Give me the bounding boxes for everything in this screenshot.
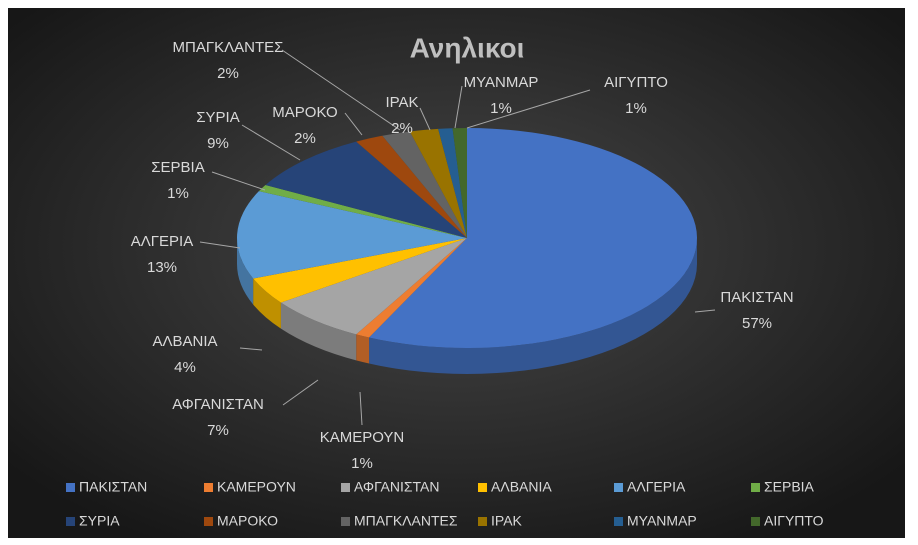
legend-swatch bbox=[478, 517, 487, 526]
slice bbox=[382, 131, 467, 238]
legend-swatch bbox=[751, 517, 760, 526]
legend-label: ΣΥΡΙΑ bbox=[79, 513, 120, 529]
data-label-name: ΚΑΜΕΡΟΥΝ bbox=[320, 429, 405, 446]
data-label-name: ΜΥΑΝΜΑΡ bbox=[464, 74, 539, 91]
data-label: 9% bbox=[207, 135, 229, 152]
legend-swatch bbox=[204, 483, 213, 492]
legend-swatch bbox=[66, 517, 75, 526]
legend-swatch bbox=[614, 517, 623, 526]
data-label: 1% bbox=[167, 185, 189, 202]
legend-swatch bbox=[614, 483, 623, 492]
slice bbox=[356, 135, 467, 238]
leader-line bbox=[344, 112, 363, 136]
slice-side bbox=[356, 334, 370, 364]
legend-label: ΙΡΑΚ bbox=[491, 513, 523, 529]
leader-line bbox=[239, 347, 263, 351]
slice bbox=[253, 238, 467, 303]
legend-label: ΜΠΑΓΚΛΑΝΤΕΣ bbox=[354, 513, 458, 529]
leader-line bbox=[454, 85, 463, 129]
leader-line bbox=[211, 171, 266, 191]
data-label: 1% bbox=[351, 455, 373, 472]
legend-label: ΑΛΓΕΡΙΑ bbox=[627, 479, 686, 495]
slice-side bbox=[280, 302, 357, 361]
slice bbox=[356, 238, 467, 338]
data-label: 7% bbox=[207, 422, 229, 439]
leader-line bbox=[359, 391, 363, 426]
data-label-name: ΑΛΒΑΝΙΑ bbox=[152, 333, 217, 350]
slice bbox=[258, 185, 467, 238]
chart-title: Ανηλικοι bbox=[410, 32, 525, 63]
data-label: 1% bbox=[625, 100, 647, 117]
data-label-name: ΑΙΓΥΠΤΟ bbox=[604, 74, 668, 91]
slice-side bbox=[369, 238, 697, 374]
data-label: 2% bbox=[217, 65, 239, 82]
data-label-name: ΜΑΡΟΚΟ bbox=[272, 104, 337, 121]
legend-label: ΜΥΑΝΜΑΡ bbox=[627, 513, 697, 529]
leader-line bbox=[282, 379, 319, 406]
data-label: 2% bbox=[391, 120, 413, 137]
slice bbox=[265, 141, 467, 238]
data-label-name: ΑΦΓΑΝΙΣΤΑΝ bbox=[172, 396, 264, 413]
legend-label: ΑΦΓΑΝΙΣΤΑΝ bbox=[354, 479, 439, 495]
data-label-name: ΠΑΚΙΣΤΑΝ bbox=[720, 289, 793, 306]
legend-label: ΑΛΒΑΝΙΑ bbox=[491, 479, 552, 495]
leader-line bbox=[694, 309, 716, 313]
slice bbox=[409, 128, 467, 238]
slice bbox=[438, 128, 467, 238]
data-label-name: ΣΥΡΙΑ bbox=[196, 109, 239, 126]
leader-line bbox=[241, 124, 301, 161]
slice bbox=[280, 238, 467, 335]
leader-line bbox=[199, 241, 241, 249]
slice bbox=[236, 191, 467, 279]
legend-label: ΣΕΡΒΙΑ bbox=[764, 479, 815, 495]
legend-swatch bbox=[204, 517, 213, 526]
data-label: 2% bbox=[294, 130, 316, 147]
legend-swatch bbox=[66, 483, 75, 492]
leader-line bbox=[281, 49, 401, 131]
legend-label: ΜΑΡΟΚΟ bbox=[217, 513, 278, 529]
legend-swatch bbox=[751, 483, 760, 492]
legend-label: ΚΑΜΕΡΟΥΝ bbox=[217, 479, 296, 495]
data-label: 1% bbox=[490, 100, 512, 117]
data-label-name: ΑΛΓΕΡΙΑ bbox=[131, 233, 193, 250]
slice bbox=[369, 128, 697, 348]
data-label-name: ΣΕΡΒΙΑ bbox=[151, 159, 204, 176]
slice-side bbox=[253, 278, 281, 329]
legend-swatch bbox=[341, 483, 350, 492]
leader-line bbox=[466, 89, 591, 129]
legend-swatch bbox=[478, 483, 487, 492]
data-label: 57% bbox=[742, 315, 772, 332]
slice-side bbox=[237, 238, 254, 305]
legend-label: ΠΑΚΙΣΤΑΝ bbox=[79, 479, 147, 495]
data-label: 13% bbox=[147, 259, 177, 276]
data-label-name: ΙΡΑΚ bbox=[385, 94, 418, 111]
data-label-name: ΜΠΑΓΚΛΑΝΤΕΣ bbox=[173, 39, 284, 56]
legend-label: ΑΙΓΥΠΤΟ bbox=[764, 513, 824, 529]
data-label: 4% bbox=[174, 359, 196, 376]
leader-line bbox=[419, 107, 431, 131]
legend-swatch bbox=[341, 517, 350, 526]
slice bbox=[452, 128, 467, 238]
